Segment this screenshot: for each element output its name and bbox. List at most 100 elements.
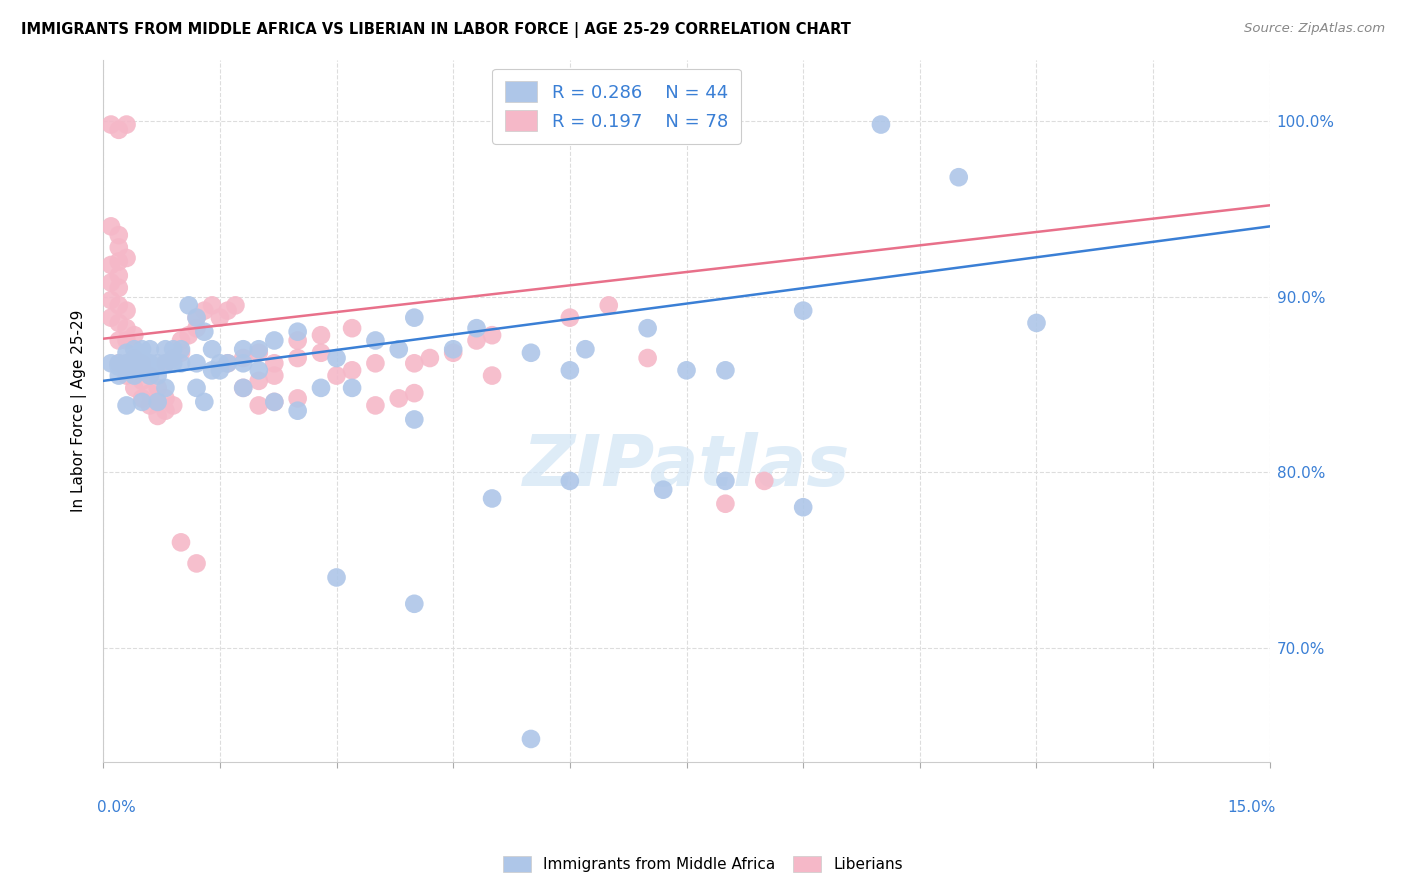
Point — [287, 325, 309, 339]
Point — [177, 328, 200, 343]
Point — [115, 368, 138, 383]
Point — [107, 240, 129, 254]
Point — [186, 356, 208, 370]
Point — [155, 403, 177, 417]
Point — [124, 363, 146, 377]
Point — [170, 356, 193, 370]
Point — [107, 356, 129, 370]
Point — [465, 334, 488, 348]
Point — [155, 343, 177, 357]
Point — [232, 356, 254, 370]
Legend: Immigrants from Middle Africa, Liberians: Immigrants from Middle Africa, Liberians — [495, 848, 911, 880]
Point — [170, 343, 193, 357]
Point — [714, 497, 737, 511]
Point — [263, 395, 285, 409]
Text: IMMIGRANTS FROM MIDDLE AFRICA VS LIBERIAN IN LABOR FORCE | AGE 25-29 CORRELATION: IMMIGRANTS FROM MIDDLE AFRICA VS LIBERIA… — [21, 22, 851, 38]
Point — [675, 363, 697, 377]
Point — [115, 334, 138, 348]
Point — [146, 368, 169, 383]
Point — [652, 483, 675, 497]
Point — [115, 363, 138, 377]
Point — [107, 254, 129, 268]
Point — [162, 356, 184, 370]
Point — [139, 368, 162, 383]
Point — [948, 170, 970, 185]
Point — [558, 363, 581, 377]
Point — [287, 392, 309, 406]
Point — [754, 474, 776, 488]
Point — [574, 343, 596, 357]
Point — [115, 321, 138, 335]
Point — [520, 731, 543, 746]
Point — [637, 351, 659, 365]
Point — [263, 334, 285, 348]
Point — [146, 395, 169, 409]
Point — [131, 343, 153, 357]
Point — [177, 298, 200, 312]
Point — [217, 356, 239, 370]
Point — [100, 293, 122, 307]
Point — [139, 356, 162, 370]
Point — [208, 310, 231, 325]
Point — [558, 474, 581, 488]
Point — [263, 356, 285, 370]
Point — [481, 491, 503, 506]
Point — [441, 345, 464, 359]
Point — [201, 298, 224, 312]
Point — [146, 381, 169, 395]
Point — [107, 359, 129, 374]
Point — [340, 381, 363, 395]
Point — [309, 345, 332, 359]
Point — [107, 316, 129, 330]
Point — [107, 334, 129, 348]
Point — [792, 500, 814, 515]
Point — [146, 356, 169, 370]
Point — [131, 392, 153, 406]
Point — [115, 356, 138, 370]
Point — [124, 368, 146, 383]
Point — [287, 351, 309, 365]
Point — [146, 409, 169, 423]
Point — [364, 399, 387, 413]
Point — [287, 403, 309, 417]
Point — [792, 303, 814, 318]
Point — [247, 399, 270, 413]
Point — [139, 343, 162, 357]
Point — [714, 474, 737, 488]
Point — [598, 298, 620, 312]
Point — [186, 310, 208, 325]
Point — [139, 399, 162, 413]
Point — [139, 368, 162, 383]
Point — [208, 363, 231, 377]
Point — [170, 334, 193, 348]
Point — [870, 118, 893, 132]
Point — [263, 368, 285, 383]
Point — [131, 395, 153, 409]
Point — [325, 368, 347, 383]
Point — [193, 395, 215, 409]
Point — [309, 381, 332, 395]
Point — [419, 351, 441, 365]
Point — [186, 321, 208, 335]
Point — [208, 356, 231, 370]
Point — [146, 395, 169, 409]
Point — [162, 351, 184, 365]
Point — [201, 343, 224, 357]
Point — [107, 281, 129, 295]
Point — [1025, 316, 1047, 330]
Point — [201, 363, 224, 377]
Point — [131, 374, 153, 388]
Point — [107, 268, 129, 283]
Point — [404, 386, 426, 401]
Point — [115, 118, 138, 132]
Point — [107, 123, 129, 137]
Point — [100, 258, 122, 272]
Point — [100, 356, 122, 370]
Point — [404, 597, 426, 611]
Point — [115, 345, 138, 359]
Point — [404, 310, 426, 325]
Point — [388, 343, 411, 357]
Point — [404, 412, 426, 426]
Y-axis label: In Labor Force | Age 25-29: In Labor Force | Age 25-29 — [72, 310, 87, 512]
Point — [170, 345, 193, 359]
